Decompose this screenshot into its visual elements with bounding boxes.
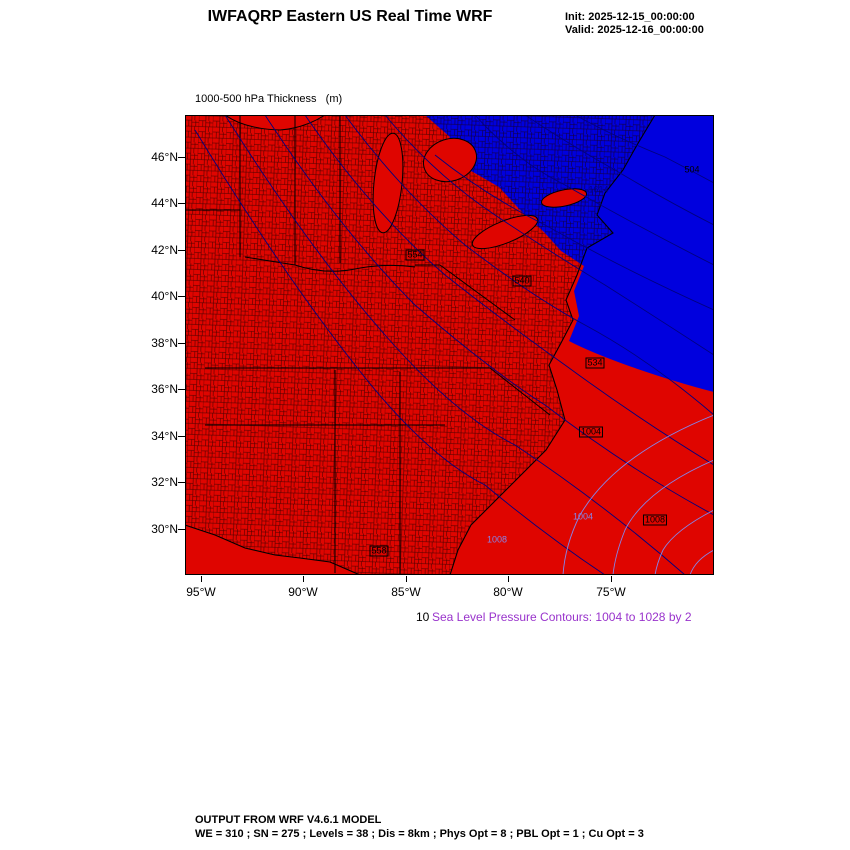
y-tickmark	[178, 529, 185, 530]
slp-contours	[562, 414, 714, 575]
state-boundaries	[185, 115, 551, 575]
contour-label: 1004	[578, 426, 604, 438]
caption-prefix: 10	[416, 610, 430, 624]
y-tickmark	[178, 296, 185, 297]
y-axis-label: 32°N	[151, 475, 178, 489]
y-axis-label: 38°N	[151, 336, 178, 350]
lake-huron	[423, 137, 477, 183]
x-tickmark	[406, 576, 407, 582]
y-tickmark	[178, 389, 185, 390]
contour-label: 1004	[572, 511, 594, 522]
x-axis-label: 75°W	[596, 585, 626, 599]
y-axis-label: 40°N	[151, 289, 178, 303]
x-tickmark	[201, 576, 202, 582]
lake-erie	[471, 214, 539, 250]
x-axis-label: 95°W	[186, 585, 216, 599]
y-tickmark	[178, 250, 185, 251]
contour-label: 540	[512, 275, 532, 287]
x-axis-label: 85°W	[391, 585, 421, 599]
contour-label: 1008	[642, 514, 668, 526]
contour-label: 504	[684, 164, 700, 175]
y-tickmark	[178, 203, 185, 204]
init-valid-block: Init: 2025-12-15_00:00:00 Valid: 2025-12…	[565, 11, 704, 37]
x-axis-label: 90°W	[288, 585, 318, 599]
great-lakes	[224, 115, 588, 250]
contour-label: 554	[405, 249, 425, 261]
y-axis-label: 42°N	[151, 243, 178, 257]
map-area: -1614 504 554 540 534 558 1004 1008 1004…	[185, 115, 714, 575]
contour-label: 558	[369, 545, 389, 557]
valid-time: Valid: 2025-12-16_00:00:00	[565, 24, 704, 36]
y-axis-label: 36°N	[151, 382, 178, 396]
lake-superior	[224, 115, 326, 131]
y-tickmark	[178, 436, 185, 437]
map-frame	[185, 115, 714, 575]
y-axis-label: 34°N	[151, 429, 178, 443]
y-axis-label: 30°N	[151, 522, 178, 536]
contour-label: 1008	[486, 534, 508, 545]
contour-label: -1614	[585, 184, 609, 195]
x-tickmark	[611, 576, 612, 582]
y-tickmark	[178, 482, 185, 483]
init-time: Init: 2025-12-15_00:00:00	[565, 11, 695, 23]
plot-title: IWFAQRP Eastern US Real Time WRF	[207, 8, 493, 25]
model-output-line: OUTPUT FROM WRF V4.6.1 MODEL	[195, 814, 382, 826]
x-axis-label: 80°W	[493, 585, 523, 599]
y-axis-label: 44°N	[151, 196, 178, 210]
slp-contour-caption: Sea Level Pressure Contours: 1004 to 102…	[432, 610, 692, 624]
wrf-map-svg	[185, 115, 714, 575]
contour-label: 534	[585, 357, 605, 369]
thickness-contours	[194, 115, 714, 575]
x-tickmark	[303, 576, 304, 582]
x-tickmark	[508, 576, 509, 582]
lake-ontario	[540, 188, 588, 208]
y-axis-label: 46°N	[151, 150, 178, 164]
y-tickmark	[178, 157, 185, 158]
model-config-line: WE = 310 ; SN = 275 ; Levels = 38 ; Dis …	[195, 828, 644, 840]
y-tickmark	[178, 343, 185, 344]
legend-line-thickness-1: 1000-500 hPa Thickness (m)	[195, 93, 343, 105]
